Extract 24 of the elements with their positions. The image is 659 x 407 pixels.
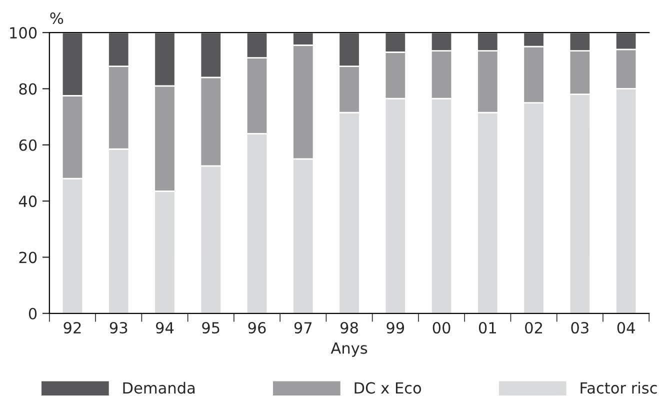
x-tick-label: 96 <box>248 322 266 334</box>
x-tick-label: 04 <box>617 322 635 334</box>
x-tick-label: 01 <box>478 322 496 334</box>
x-tick-label: 95 <box>202 322 220 334</box>
legend-label: DC x Eco <box>354 382 422 394</box>
x-tick-label: 93 <box>110 322 128 334</box>
y-tick-label: 100 <box>10 27 37 39</box>
x-axis-title: Anys <box>330 342 368 357</box>
y-tick-label: 80 <box>19 83 37 95</box>
legend-label: Demanda <box>123 382 195 394</box>
legend-label: Factor risc <box>580 382 657 394</box>
x-tick-label: 97 <box>294 322 312 334</box>
y-axis-title: % <box>50 12 64 24</box>
y-tick-label: 20 <box>19 252 37 264</box>
y-tick-label: 40 <box>18 196 37 208</box>
x-tick-label: 03 <box>571 322 588 334</box>
x-tick-label: 99 <box>386 322 404 334</box>
x-tick-label: 02 <box>525 322 542 334</box>
x-tick-label: 00 <box>432 322 450 334</box>
y-tick-label: 0 <box>28 308 37 320</box>
x-tick-label: 92 <box>64 322 81 334</box>
x-tick-label: 98 <box>340 322 358 334</box>
y-tick-label: 60 <box>19 139 37 151</box>
x-tick-label: 94 <box>156 322 174 334</box>
